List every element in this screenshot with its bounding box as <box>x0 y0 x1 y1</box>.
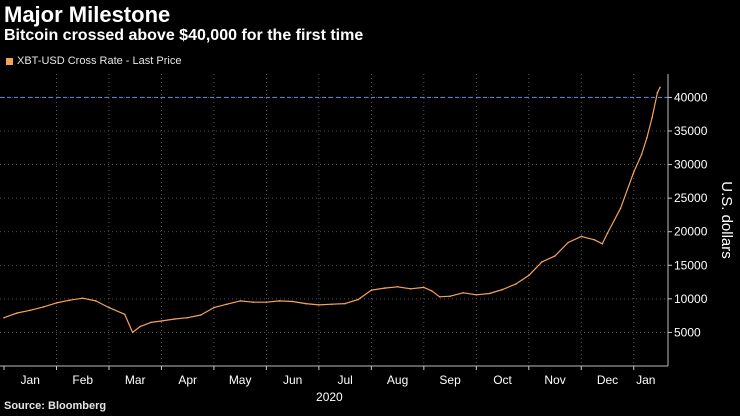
y-tick-label: 20000 <box>674 225 708 239</box>
price-point <box>646 136 648 139</box>
legend-swatch <box>6 57 13 65</box>
x-axis-year-label: 2020 <box>316 390 343 404</box>
x-tick-label: Jul <box>337 373 352 387</box>
price-point <box>200 314 202 316</box>
price-point <box>173 318 176 320</box>
price-point <box>139 325 142 328</box>
price-point <box>29 309 32 312</box>
price-series <box>3 86 661 334</box>
price-point <box>331 303 333 306</box>
price-point <box>239 300 241 302</box>
price-point <box>265 301 268 304</box>
price-point <box>81 297 84 300</box>
price-point <box>396 286 399 288</box>
x-tick-label: Aug <box>387 373 408 387</box>
x-tick-label: Nov <box>544 373 565 387</box>
price-point <box>449 295 451 298</box>
x-tick-label: Dec <box>597 373 618 387</box>
y-tick-label: 15000 <box>674 258 708 272</box>
price-point <box>3 316 5 319</box>
price-point <box>278 300 281 302</box>
price-point <box>501 288 504 291</box>
price-point <box>16 312 18 314</box>
price-point <box>108 306 110 309</box>
price-point <box>318 304 320 306</box>
legend-label: XBT-USD Cross Rate - Last Price <box>17 55 182 67</box>
price-point <box>305 302 307 305</box>
x-tick-label: Jan <box>636 373 655 387</box>
price-point <box>226 303 228 306</box>
y-axis-title: U.S. dollars <box>718 181 735 259</box>
price-point <box>438 296 441 298</box>
chart-title: Major Milestone <box>4 2 171 27</box>
price-point <box>423 286 425 289</box>
x-tick-label: Apr <box>178 373 197 387</box>
price-point <box>252 301 255 304</box>
price-point <box>619 207 622 209</box>
price-point <box>344 302 346 305</box>
price-point <box>567 241 569 244</box>
x-tick-label: Jan <box>21 373 40 387</box>
price-point <box>656 91 659 94</box>
price-point <box>409 288 412 290</box>
price-point <box>606 232 609 234</box>
y-tick-label: 40000 <box>674 90 708 104</box>
price-point <box>640 153 643 156</box>
price-point <box>291 300 294 303</box>
x-tick-label: Jun <box>283 373 302 387</box>
x-tick-label: Mar <box>125 373 146 387</box>
price-point <box>123 313 126 316</box>
price-point <box>601 243 604 245</box>
price-point <box>651 116 653 119</box>
y-tick-label: 25000 <box>674 191 708 205</box>
price-point <box>593 239 596 241</box>
price-point <box>541 261 543 263</box>
price-point <box>383 287 386 289</box>
x-tick-label: Sep <box>439 373 461 387</box>
price-point <box>213 306 215 309</box>
price-point <box>95 300 97 302</box>
price-point <box>160 320 163 322</box>
tick-labels: 5000 10000 15000 20000 25000 30000 35000 40000 J… <box>21 90 735 404</box>
price-point <box>528 274 530 277</box>
axes <box>0 74 672 370</box>
chart-subtitle: Bitcoin crossed above $40,000 for the fi… <box>4 27 364 44</box>
price-point <box>580 235 583 238</box>
price-point <box>514 283 517 285</box>
grid <box>0 74 668 366</box>
price-point <box>475 294 478 296</box>
x-tick-label: May <box>229 373 252 387</box>
price-point <box>659 86 661 89</box>
price-point <box>186 316 189 319</box>
price-point <box>462 292 465 294</box>
price-point <box>150 321 152 324</box>
price-point <box>357 298 360 301</box>
price-point <box>633 171 635 173</box>
y-tick-label: 30000 <box>674 158 708 172</box>
source-note: Source: Bloomberg <box>4 400 107 412</box>
price-line <box>3 87 661 333</box>
price-point <box>554 255 556 257</box>
price-point <box>430 290 433 292</box>
price-point <box>55 302 58 304</box>
legend: XBT-USD Cross Rate - Last Price <box>6 55 181 67</box>
price-point <box>370 289 373 291</box>
y-tick-label: 10000 <box>674 292 708 306</box>
price-point <box>42 306 45 308</box>
y-tick-label: 35000 <box>674 124 708 138</box>
x-tick-label: Feb <box>72 373 93 387</box>
y-tick-label: 5000 <box>674 325 701 339</box>
price-point <box>131 331 134 334</box>
x-tick-label: Oct <box>493 373 512 387</box>
price-point <box>488 292 491 295</box>
price-point <box>68 299 71 302</box>
